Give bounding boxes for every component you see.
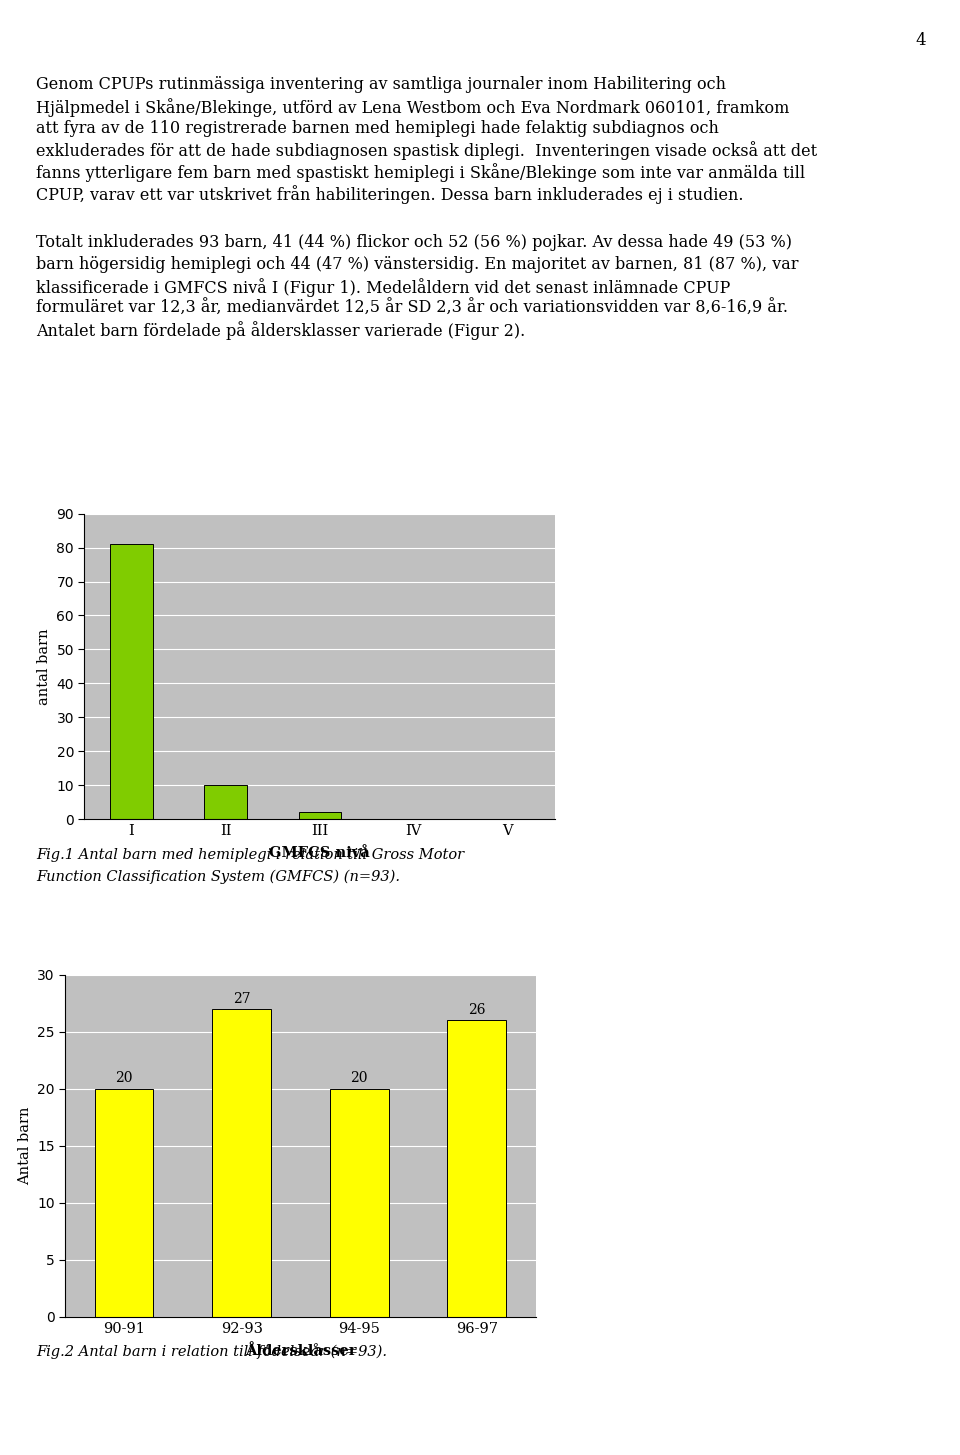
Bar: [330, 1088, 389, 1317]
Bar: [447, 1020, 506, 1317]
Text: Fig.1 Antal barn med hemiplegi i relation till Gross Motor: Fig.1 Antal barn med hemiplegi i relatio…: [36, 848, 465, 863]
Bar: [212, 1010, 271, 1317]
Text: klassificerade i GMFCS nivå I (Figur 1). Medelåldern vid det senast inlämnade CP: klassificerade i GMFCS nivå I (Figur 1).…: [36, 278, 731, 297]
Text: 20: 20: [115, 1071, 132, 1085]
Text: fanns ytterligare fem barn med spastiskt hemiplegi i Skåne/Blekinge som inte var: fanns ytterligare fem barn med spastiskt…: [36, 163, 805, 182]
Y-axis label: antal barn: antal barn: [36, 629, 51, 704]
Text: Fig.2 Antal barn i relation till födelseår (n=93).: Fig.2 Antal barn i relation till födelse…: [36, 1343, 388, 1359]
Bar: [204, 786, 247, 819]
Bar: [299, 812, 341, 819]
Text: 20: 20: [350, 1071, 368, 1085]
X-axis label: Åldersklasser: Åldersklasser: [245, 1344, 356, 1358]
Text: exkluderades för att de hade subdiagnosen spastisk diplegi.  Inventeringen visad: exkluderades för att de hade subdiagnose…: [36, 141, 818, 160]
Bar: [110, 544, 153, 819]
Text: att fyra av de 110 registrerade barnen med hemiplegi hade felaktig subdiagnos oc: att fyra av de 110 registrerade barnen m…: [36, 119, 719, 137]
Text: 26: 26: [468, 1002, 486, 1017]
Y-axis label: Antal barn: Antal barn: [17, 1107, 32, 1184]
Text: 27: 27: [233, 992, 251, 1005]
Text: Totalt inkluderades 93 barn, 41 (44 %) flickor och 52 (56 %) pojkar. Av dessa ha: Totalt inkluderades 93 barn, 41 (44 %) f…: [36, 234, 793, 250]
Text: Antalet barn fördelade på åldersklasser varierade (Figur 2).: Antalet barn fördelade på åldersklasser …: [36, 322, 526, 340]
Text: 4: 4: [916, 32, 926, 49]
Text: CPUP, varav ett var utskrivet från habiliteringen. Dessa barn inkluderades ej i : CPUP, varav ett var utskrivet från habil…: [36, 185, 744, 204]
Text: formuläret var 12,3 år, medianvärdet 12,5 år SD 2,3 år och variationsvidden var : formuläret var 12,3 år, medianvärdet 12,…: [36, 300, 788, 317]
Text: barn högersidig hemiplegi och 44 (47 %) vänstersidig. En majoritet av barnen, 81: barn högersidig hemiplegi och 44 (47 %) …: [36, 256, 799, 272]
Text: Hjälpmedel i Skåne/Blekinge, utförd av Lena Westbom och Eva Nordmark 060101, fra: Hjälpmedel i Skåne/Blekinge, utförd av L…: [36, 97, 790, 116]
Text: Genom CPUPs rutinmässiga inventering av samtliga journaler inom Habilitering och: Genom CPUPs rutinmässiga inventering av …: [36, 76, 727, 93]
Bar: [95, 1088, 154, 1317]
X-axis label: GMFCS nivå: GMFCS nivå: [270, 847, 370, 860]
Text: Function Classification System (GMFCS) (n=93).: Function Classification System (GMFCS) (…: [36, 870, 400, 885]
